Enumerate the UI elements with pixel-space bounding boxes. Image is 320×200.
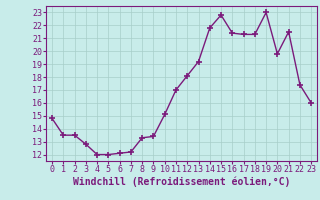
X-axis label: Windchill (Refroidissement éolien,°C): Windchill (Refroidissement éolien,°C)	[73, 177, 290, 187]
